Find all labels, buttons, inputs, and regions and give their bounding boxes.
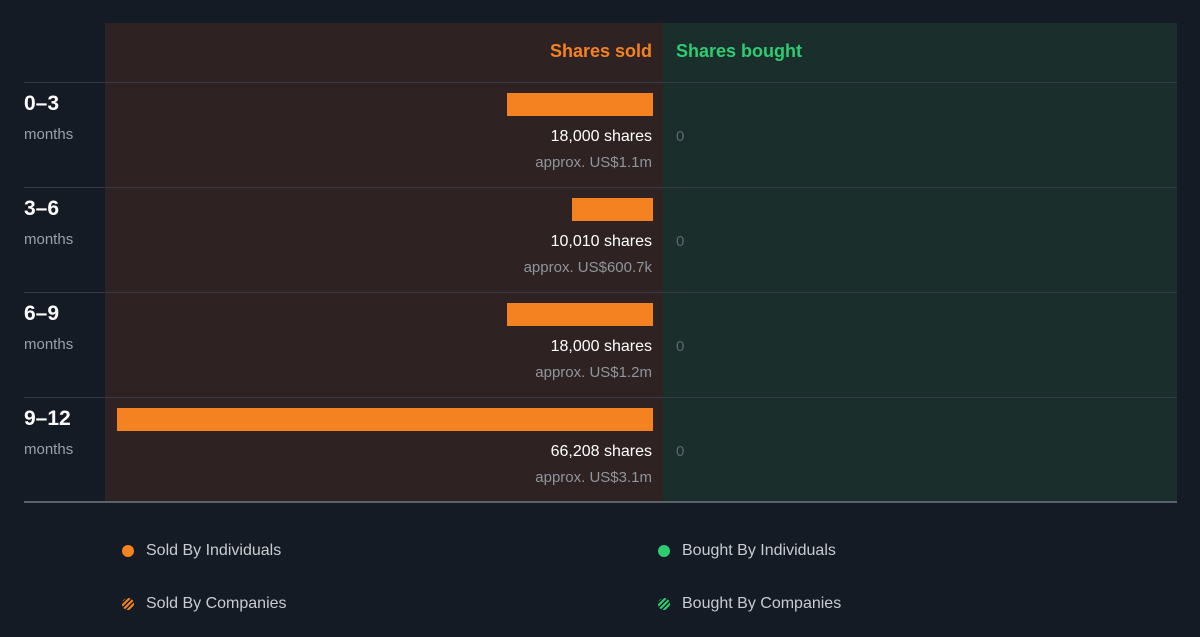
period-unit-label: months bbox=[24, 441, 74, 458]
legend-dot-icon bbox=[122, 545, 134, 557]
period-label: 3–6 bbox=[24, 197, 60, 220]
period-label: 0–3 bbox=[24, 92, 60, 115]
period-label: 9–12 bbox=[24, 407, 71, 430]
row-divider bbox=[24, 397, 1177, 398]
chart-baseline bbox=[24, 501, 1177, 503]
sold-shares-label: 10,010 shares bbox=[550, 233, 652, 250]
sold-shares-label: 18,000 shares bbox=[550, 128, 652, 145]
legend-label: Bought By Individuals bbox=[682, 542, 836, 559]
legend-item: Sold By Companies bbox=[122, 594, 287, 614]
sold-value-label: approx. US$3.1m bbox=[535, 469, 652, 486]
sold-bar bbox=[117, 408, 653, 431]
row-divider bbox=[24, 82, 1177, 83]
legend-label: Sold By Individuals bbox=[146, 542, 282, 559]
legend-hatched-dot-icon bbox=[122, 598, 134, 610]
period-unit-label: months bbox=[24, 231, 74, 248]
sold-shares-label: 18,000 shares bbox=[550, 338, 652, 355]
sold-bar bbox=[507, 303, 653, 326]
shares-bought-header: Shares bought bbox=[676, 41, 803, 61]
legend-hatched-dot-icon bbox=[658, 598, 670, 610]
bought-shares-label: 0 bbox=[676, 233, 685, 250]
sold-shares-label: 66,208 shares bbox=[550, 443, 652, 460]
shares-sold-header: Shares sold bbox=[549, 41, 652, 61]
legend-label: Sold By Companies bbox=[146, 595, 287, 612]
legend-dot-icon bbox=[658, 545, 670, 557]
sold-value-label: approx. US$1.2m bbox=[535, 364, 652, 381]
legend-item: Bought By Companies bbox=[658, 594, 841, 614]
sold-value-label: approx. US$1.1m bbox=[535, 154, 652, 171]
period-label: 6–9 bbox=[24, 302, 60, 325]
bought-shares-label: 0 bbox=[676, 443, 685, 460]
period-unit-label: months bbox=[24, 336, 74, 353]
sold-value-label: approx. US$600.7k bbox=[523, 259, 652, 276]
legend-item: Bought By Individuals bbox=[658, 541, 836, 561]
bought-shares-label: 0 bbox=[676, 338, 685, 355]
bought-shares-label: 0 bbox=[676, 128, 685, 145]
bought-panel bbox=[663, 23, 1177, 501]
row-divider bbox=[24, 187, 1177, 188]
legend-item: Sold By Individuals bbox=[122, 541, 281, 561]
sold-bar bbox=[507, 93, 653, 116]
period-unit-label: months bbox=[24, 126, 74, 143]
legend-label: Bought By Companies bbox=[682, 595, 842, 612]
row-divider bbox=[24, 292, 1177, 293]
sold-bar bbox=[572, 198, 653, 221]
